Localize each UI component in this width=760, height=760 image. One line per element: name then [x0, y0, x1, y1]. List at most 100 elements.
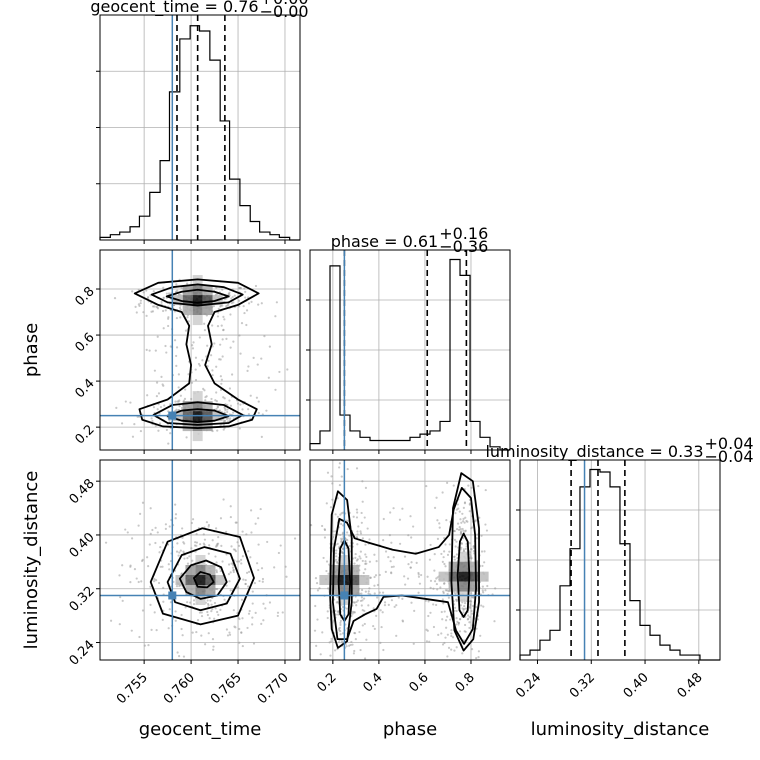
sample-point	[153, 580, 156, 583]
sample-point	[235, 560, 239, 563]
sample-point	[314, 577, 318, 580]
sample-point	[345, 519, 348, 522]
sample-point	[229, 417, 232, 420]
sample-point	[339, 621, 342, 624]
sample-point	[493, 620, 496, 623]
sample-point	[390, 572, 393, 575]
sample-point	[227, 293, 230, 296]
sample-point	[410, 536, 413, 539]
sample-point	[366, 527, 369, 530]
sample-point	[212, 648, 215, 651]
sample-point	[364, 543, 367, 546]
sample-point	[336, 595, 339, 599]
sample-point	[449, 618, 452, 621]
sample-point	[229, 515, 232, 519]
sample-point	[228, 387, 232, 390]
sample-point	[206, 610, 209, 614]
sample-point	[461, 607, 464, 610]
sample-point	[178, 551, 181, 554]
contour	[331, 486, 477, 645]
sample-point	[369, 576, 372, 579]
sample-point	[458, 630, 462, 633]
sample-point	[387, 556, 390, 559]
sample-point	[455, 609, 458, 613]
sample-point	[417, 575, 421, 578]
sample-point	[226, 408, 229, 411]
sample-point	[217, 536, 220, 539]
x-tick-label: 0.2	[314, 670, 339, 695]
sample-point	[156, 307, 160, 310]
sample-point	[175, 550, 179, 553]
sample-point	[179, 308, 182, 311]
sample-point	[247, 412, 251, 416]
sample-point	[477, 656, 480, 659]
sample-point	[436, 588, 439, 591]
density-layer	[104, 275, 497, 660]
sample-point	[184, 388, 187, 391]
sample-point	[418, 582, 422, 585]
sample-point	[252, 356, 255, 359]
sample-point	[164, 344, 167, 348]
sample-point	[241, 555, 245, 558]
sample-point	[453, 538, 457, 541]
sample-point	[153, 305, 156, 308]
sample-point	[257, 303, 260, 306]
sample-point	[216, 542, 220, 545]
sample-point	[475, 627, 478, 630]
density-cell	[192, 305, 203, 316]
sample-point	[349, 643, 352, 647]
density-cell	[329, 585, 340, 595]
sample-point	[463, 521, 466, 524]
sample-point	[441, 618, 444, 621]
sample-point	[240, 562, 243, 565]
sample-point	[337, 613, 340, 616]
sample-point	[458, 510, 461, 513]
sample-point	[164, 527, 167, 530]
sample-point	[284, 565, 287, 568]
sample-point	[247, 550, 250, 553]
sample-point	[260, 567, 264, 570]
sample-point	[185, 282, 189, 285]
sample-point	[246, 369, 249, 372]
sample-point	[359, 550, 362, 553]
sample-point	[202, 533, 205, 536]
sample-point	[203, 538, 207, 541]
sample-point	[206, 344, 209, 347]
sample-point	[229, 404, 233, 407]
sample-point	[409, 566, 412, 569]
sample-point	[213, 601, 217, 605]
panel-frame	[99, 249, 301, 451]
sample-point	[443, 641, 446, 645]
sample-point	[381, 611, 384, 614]
sample-point	[315, 644, 318, 647]
sample-point	[364, 590, 367, 593]
sample-point	[425, 640, 429, 643]
sample-point	[339, 533, 342, 537]
sample-point	[216, 588, 219, 591]
sample-point	[331, 482, 334, 485]
sample-point	[425, 628, 428, 631]
sample-point	[219, 358, 222, 361]
sample-point	[240, 631, 243, 634]
sample-point	[208, 617, 211, 620]
sample-point	[219, 375, 222, 378]
density-cell	[192, 295, 203, 306]
sample-point	[161, 309, 165, 313]
sample-point	[240, 558, 243, 561]
sample-point	[470, 556, 473, 560]
sample-point	[215, 527, 218, 530]
sample-point	[439, 586, 442, 589]
sample-point	[215, 391, 218, 394]
sample-point	[335, 549, 338, 552]
sample-point	[162, 297, 165, 300]
sample-point	[220, 382, 223, 385]
density-cell	[195, 585, 206, 595]
sample-point	[367, 592, 370, 595]
sample-point	[229, 571, 232, 574]
sample-point	[485, 529, 489, 532]
density-cell	[448, 571, 459, 582]
sample-point	[138, 304, 141, 307]
sample-point	[174, 610, 177, 613]
sample-point	[412, 525, 415, 528]
sample-point	[192, 599, 196, 602]
